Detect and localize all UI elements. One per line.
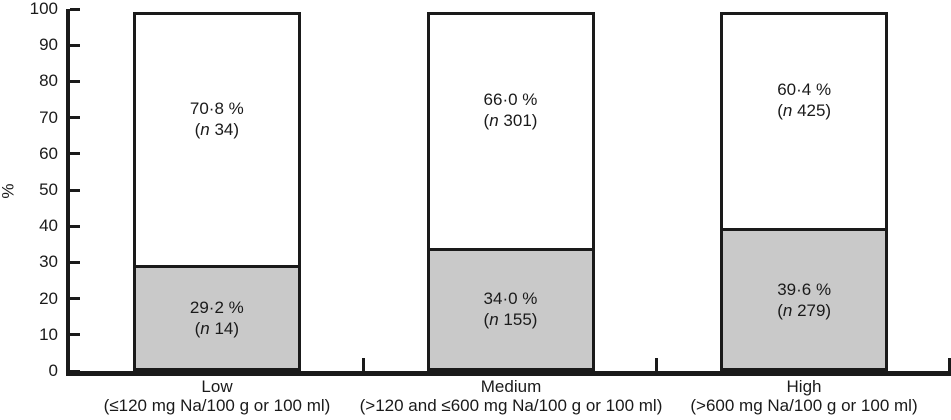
y-axis-tick bbox=[70, 224, 80, 228]
segment-percent: 34·0 % bbox=[483, 289, 538, 309]
segment-label: 34·0 % (n 155) bbox=[484, 288, 538, 330]
x-axis-tick bbox=[655, 358, 659, 371]
x-category-label-low: Low (≤120 mg Na/100 g or 100 ml) bbox=[37, 377, 397, 415]
segment-n-count: (n 425) bbox=[777, 101, 832, 121]
y-tick-label: 90 bbox=[39, 35, 58, 55]
bar-low-lower-segment: 29·2 % (n 14) bbox=[135, 264, 298, 368]
segment-n-count: (n 155) bbox=[483, 310, 538, 330]
segment-n-count: (n 34) bbox=[194, 119, 240, 139]
y-tick-label: 40 bbox=[39, 216, 58, 236]
category-definition: (>600 mg Na/100 g or 100 ml) bbox=[690, 396, 918, 415]
y-tick-label: 60 bbox=[39, 143, 58, 163]
category-definition: (>120 and ≤600 mg Na/100 g or 100 ml) bbox=[359, 396, 663, 415]
y-tick-label: 70 bbox=[39, 107, 58, 127]
y-tick-label: 20 bbox=[39, 288, 58, 308]
bar-medium-upper-segment: 66·0 % (n 301) bbox=[430, 15, 592, 248]
plot-area: 70·8 % (n 34) 29·2 % (n 14) 66·0 % (n 30… bbox=[66, 7, 951, 376]
y-axis-tick bbox=[70, 333, 80, 337]
y-tick-label: 0 bbox=[48, 361, 58, 380]
segment-n-count: (n 14) bbox=[194, 318, 240, 338]
segment-label: 66·0 % (n 301) bbox=[484, 89, 538, 131]
bar-high: 60·4 % (n 425) 39·6 % (n 279) bbox=[720, 11, 889, 371]
y-axis-tick bbox=[70, 297, 80, 301]
segment-n-count: (n 279) bbox=[777, 300, 832, 320]
y-axis-tick bbox=[70, 152, 80, 156]
y-axis-tick bbox=[70, 369, 80, 373]
x-category-label-medium: Medium (>120 and ≤600 mg Na/100 g or 100… bbox=[331, 377, 691, 415]
y-tick-label: 30 bbox=[39, 252, 58, 272]
y-axis-tick bbox=[70, 79, 80, 83]
category-name: High bbox=[786, 377, 822, 396]
y-tick-label: 80 bbox=[39, 71, 58, 91]
segment-n-count: (n 301) bbox=[483, 111, 538, 131]
category-name: Medium bbox=[480, 377, 542, 396]
y-axis-tick bbox=[70, 188, 80, 192]
segment-label: 29·2 % (n 14) bbox=[190, 297, 244, 339]
y-axis-tick-labels: 0 10 20 30 40 50 60 70 80 90 100 bbox=[0, 0, 58, 380]
segment-percent: 66·0 % bbox=[483, 90, 538, 110]
bar-high-upper-segment: 60·4 % (n 425) bbox=[723, 15, 885, 229]
category-name: Low bbox=[201, 377, 233, 396]
segment-percent: 29·2 % bbox=[189, 297, 244, 317]
bar-low: 70·8 % (n 34) 29·2 % (n 14) bbox=[132, 11, 301, 371]
segment-label: 60·4 % (n 425) bbox=[777, 79, 831, 121]
bar-medium: 66·0 % (n 301) 34·0 % (n 155) bbox=[426, 11, 595, 371]
y-axis-tick bbox=[70, 7, 80, 11]
x-axis-tick bbox=[361, 358, 365, 371]
bar-medium-lower-segment: 34·0 % (n 155) bbox=[429, 247, 592, 368]
y-tick-label: 10 bbox=[39, 324, 58, 344]
x-category-label-high: High (>600 mg Na/100 g or 100 ml) bbox=[624, 377, 951, 415]
segment-label: 39·6 % (n 279) bbox=[777, 279, 831, 321]
segment-percent: 39·6 % bbox=[777, 279, 832, 299]
y-tick-label: 100 bbox=[29, 0, 58, 18]
y-axis-tick bbox=[70, 116, 80, 120]
y-tick-label: 50 bbox=[39, 180, 58, 199]
y-axis-tick bbox=[70, 260, 80, 264]
y-axis-tick bbox=[70, 43, 80, 47]
segment-percent: 70·8 % bbox=[189, 98, 244, 118]
bar-low-upper-segment: 70·8 % (n 34) bbox=[136, 15, 298, 265]
category-definition: (≤120 mg Na/100 g or 100 ml) bbox=[103, 396, 331, 415]
segment-label: 70·8 % (n 34) bbox=[190, 98, 244, 140]
bar-high-lower-segment: 39·6 % (n 279) bbox=[723, 228, 886, 368]
x-axis-tick bbox=[948, 358, 951, 371]
segment-percent: 60·4 % bbox=[777, 80, 832, 100]
